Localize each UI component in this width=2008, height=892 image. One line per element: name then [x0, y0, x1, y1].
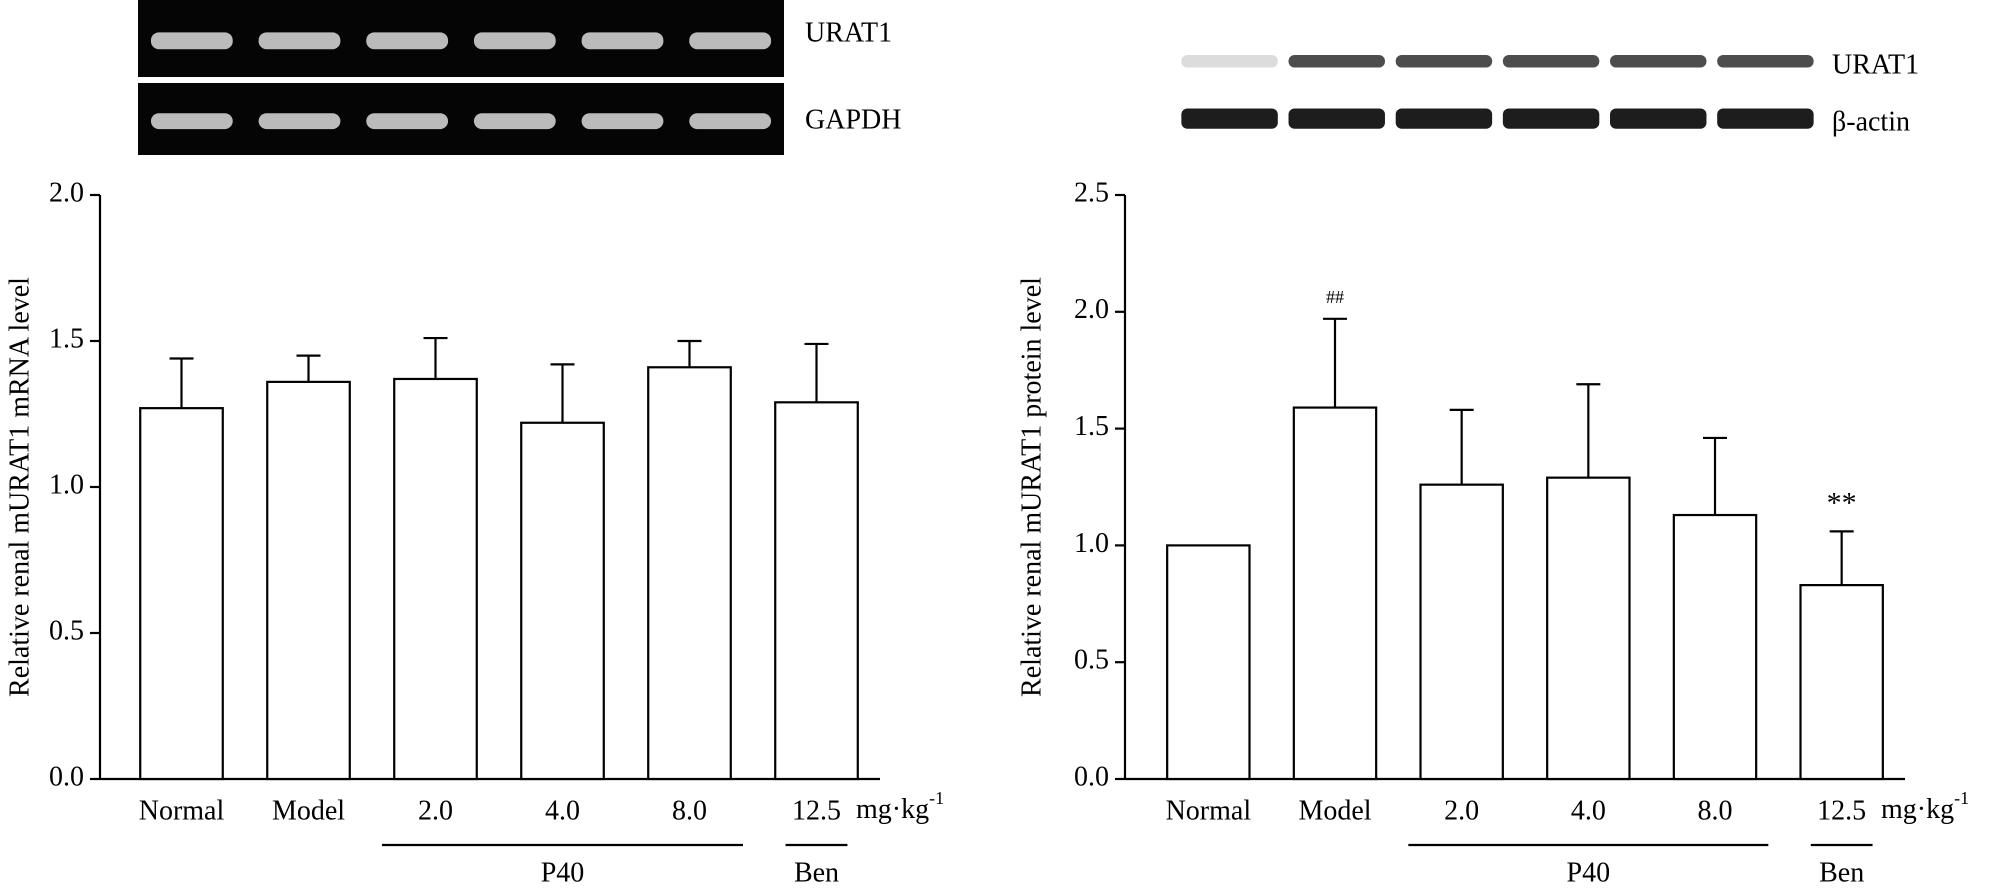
- unit: mg·kg: [1881, 794, 1954, 825]
- annotation: ##: [1326, 287, 1344, 307]
- blot-label: GAPDH: [805, 104, 901, 135]
- blot-band: [1717, 55, 1814, 68]
- bar: [139, 407, 224, 781]
- bar: [774, 401, 859, 781]
- y-tick-label: 0.0: [1074, 761, 1109, 792]
- gel-strip: [138, 0, 784, 77]
- blot-band: [1502, 55, 1600, 68]
- gel-band: [689, 32, 772, 50]
- bar: [1166, 544, 1251, 781]
- y-tick-label: 2.0: [1074, 294, 1109, 325]
- bar: [647, 366, 732, 781]
- blot-band: [1181, 108, 1278, 129]
- bar: [520, 421, 605, 781]
- x-tick-label: 4.0: [545, 795, 580, 826]
- y-tick-label: 1.5: [1074, 411, 1109, 442]
- x-tick-label: Normal: [139, 795, 225, 826]
- gel-band: [258, 113, 341, 130]
- gel-band: [473, 32, 556, 50]
- y-tick-label: 0.5: [1074, 645, 1109, 676]
- x-tick-label: 12.5: [1817, 795, 1866, 826]
- bar: [393, 377, 478, 781]
- y-tick-label: 1.0: [1074, 528, 1109, 559]
- x-tick-label: 12.5: [792, 795, 841, 826]
- x-tick-label: Model: [1298, 795, 1371, 826]
- x-tick-label: Model: [272, 795, 345, 826]
- gel-band: [258, 32, 341, 50]
- blot-band: [1181, 55, 1278, 68]
- unit-label: mg·kg-1: [856, 788, 944, 825]
- annotation: **: [1827, 486, 1857, 519]
- blot-band: [1288, 55, 1385, 68]
- x-tick-label: 8.0: [1698, 795, 1733, 826]
- bar: [266, 380, 351, 781]
- x-tick-label: 8.0: [672, 795, 707, 826]
- y-tick-label: 0.5: [49, 615, 84, 646]
- blot-label: URAT1: [805, 17, 892, 48]
- bar: [1672, 513, 1758, 781]
- bar: [1799, 584, 1884, 781]
- y-tick-label: 1.0: [49, 469, 84, 500]
- x-tick-label: 2.0: [1444, 795, 1479, 826]
- y-axis-label: Relative renal mURAT1 mRNA level: [4, 277, 35, 697]
- gel-strip: [138, 83, 784, 155]
- unit-exponent: -1: [1954, 788, 1969, 808]
- gel-band: [473, 113, 556, 130]
- gel-band: [366, 32, 449, 50]
- group-label: Ben: [794, 857, 839, 888]
- blot-band: [1717, 108, 1814, 129]
- unit: mg·kg: [856, 794, 929, 825]
- x-tick-label: 4.0: [1571, 795, 1606, 826]
- group-label: P40: [541, 857, 585, 888]
- y-tick-label: 1.5: [49, 323, 84, 354]
- group-label: P40: [1567, 857, 1611, 888]
- unit-label: mg·kg-1: [1881, 788, 1969, 825]
- bar: [1292, 406, 1378, 781]
- blot-band: [1610, 108, 1707, 129]
- blot-band: [1395, 108, 1493, 129]
- x-tick-label: Normal: [1166, 795, 1252, 826]
- gel-band: [581, 113, 664, 130]
- gel-band: [150, 113, 233, 130]
- y-axis-label: Relative renal mURAT1 protein level: [1016, 277, 1047, 697]
- gel-band: [150, 32, 233, 50]
- bar: [1546, 476, 1631, 781]
- blot-label: URAT1: [1832, 49, 1919, 80]
- gel-band: [581, 32, 664, 50]
- y-tick-label: 2.0: [49, 177, 84, 208]
- bar: [1419, 483, 1504, 781]
- gel-band: [689, 113, 772, 130]
- group-label: Ben: [1819, 857, 1864, 888]
- blot-label: β-actin: [1832, 106, 1910, 137]
- x-tick-label: 2.0: [418, 795, 453, 826]
- blot-band: [1502, 108, 1600, 129]
- blot-band: [1395, 55, 1493, 68]
- y-tick-label: 2.5: [1074, 177, 1109, 208]
- blot-band: [1288, 108, 1385, 129]
- blot-band: [1610, 55, 1707, 68]
- unit-exponent: -1: [929, 788, 944, 808]
- y-tick-label: 0.0: [49, 761, 84, 792]
- gel-band: [366, 113, 449, 130]
